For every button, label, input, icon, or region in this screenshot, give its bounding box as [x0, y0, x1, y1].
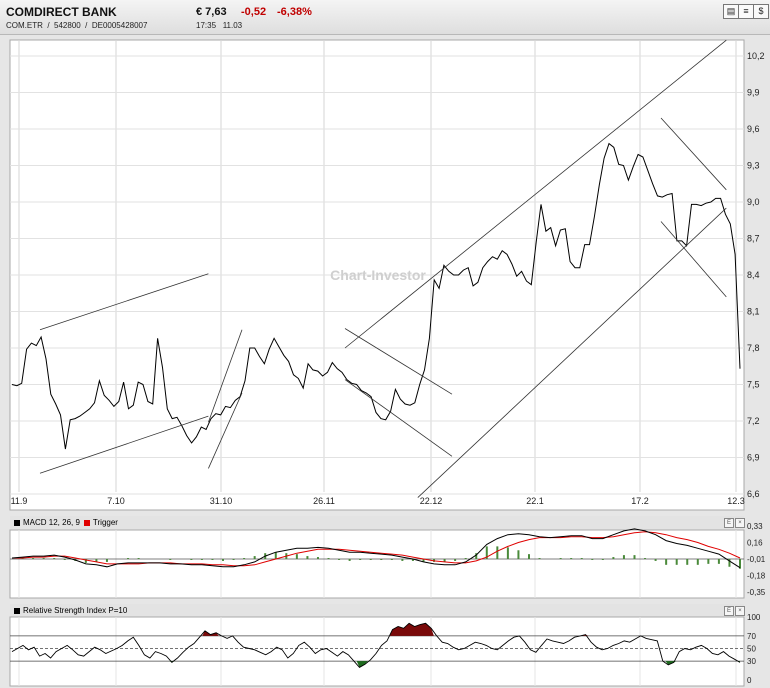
- y-tick-label: 7,2: [747, 416, 760, 426]
- price-change-percent: -6,38%: [277, 6, 312, 18]
- header-bar: COMDIRECT BANK COM.ETR / 542800 / DE0005…: [0, 0, 770, 35]
- rsi-line: [11, 622, 741, 668]
- y-tick-label: 7,8: [747, 343, 760, 353]
- macd-legend-label: MACD 12, 26, 9: [23, 518, 80, 527]
- rsi-y-tick: 0: [747, 676, 752, 685]
- price-change: -0,52: [241, 6, 267, 18]
- x-tick-label: 11.9: [11, 496, 28, 506]
- trendline: [208, 329, 243, 423]
- panel-close-icon[interactable]: ×: [735, 518, 745, 528]
- x-tick-label: 31.10: [210, 496, 233, 506]
- y-tick-label: 8,7: [747, 234, 760, 244]
- rsi-oversold-fill: [356, 661, 368, 668]
- x-tick-label: 26.11: [313, 496, 335, 506]
- wkn-code: 542800: [54, 21, 81, 30]
- quote-date: 11.03: [222, 21, 243, 30]
- x-tick-label: 7.10: [107, 496, 125, 506]
- y-tick-label: 6,6: [747, 489, 760, 499]
- trendline: [39, 415, 209, 474]
- trigger-legend-label: Trigger: [92, 518, 118, 527]
- macd-y-tick: -0,01: [747, 555, 766, 564]
- x-tick-label: 22.1: [526, 496, 544, 506]
- rsi-y-tick: 30: [747, 657, 756, 666]
- trendline: [417, 207, 727, 498]
- y-tick-label: 9,0: [747, 197, 760, 207]
- instrument-name: COMDIRECT BANK: [6, 5, 117, 19]
- y-tick-label: 9,3: [747, 161, 760, 171]
- macd-legend-swatch: [14, 519, 20, 526]
- trendline: [344, 379, 453, 457]
- macd-y-tick: -0,35: [747, 588, 766, 597]
- macd-line: [11, 528, 741, 569]
- y-tick-label: 6,9: [747, 453, 760, 463]
- panel-settings-icon[interactable]: E: [724, 606, 734, 616]
- x-tick-label: 17.2: [631, 496, 649, 506]
- rsi-overbought-fill: [389, 623, 434, 636]
- trendline: [344, 328, 453, 395]
- rsi-y-tick: 70: [747, 632, 756, 641]
- x-tick-label: 22.12: [420, 496, 443, 506]
- y-tick-label: 9,9: [747, 88, 760, 98]
- quote-time: 17:35 11.03: [196, 21, 242, 30]
- last-price: € 7,63: [196, 6, 227, 18]
- trendline: [39, 273, 209, 331]
- rsi-panel-header: Relative Strength Index P=10 E ×: [10, 604, 745, 617]
- y-tick-label: 7,5: [747, 380, 760, 390]
- watermark: Chart-Investor: [330, 267, 426, 283]
- y-tick-label: 8,1: [747, 307, 760, 317]
- trendline: [208, 392, 243, 469]
- rsi-legend-swatch: [14, 607, 20, 614]
- trendline: [344, 39, 727, 349]
- macd-y-tick: 0,16: [747, 539, 763, 548]
- macd-y-tick: -0,18: [747, 572, 766, 581]
- price-line: [11, 142, 741, 450]
- rsi-y-tick: 50: [747, 645, 756, 654]
- macd-panel-header: MACD 12, 26, 9 Trigger E ×: [10, 516, 745, 529]
- panel-close-icon[interactable]: ×: [735, 606, 745, 616]
- exchange-code: COM.ETR: [6, 21, 43, 30]
- trendline: [660, 117, 727, 191]
- trendline: [660, 221, 727, 298]
- instrument-ids: COM.ETR / 542800 / DE0005428007: [6, 21, 148, 30]
- rsi-legend-label: Relative Strength Index P=10: [23, 606, 128, 615]
- dollar-icon[interactable]: $: [753, 4, 769, 19]
- trigger-line: [12, 531, 741, 567]
- x-tick-label: 12.3: [727, 496, 745, 506]
- macd-y-tick: 0,33: [747, 522, 763, 531]
- trigger-legend-swatch: [83, 519, 90, 526]
- y-tick-label: 8,4: [747, 270, 760, 280]
- y-tick-label: 9,6: [747, 124, 760, 134]
- rsi-y-tick: 100: [747, 613, 761, 622]
- y-tick-label: 10,2: [747, 51, 765, 61]
- isin-code: DE0005428007: [91, 21, 148, 30]
- panel-settings-icon[interactable]: E: [724, 518, 734, 528]
- quote-clock: 17:35: [196, 21, 217, 30]
